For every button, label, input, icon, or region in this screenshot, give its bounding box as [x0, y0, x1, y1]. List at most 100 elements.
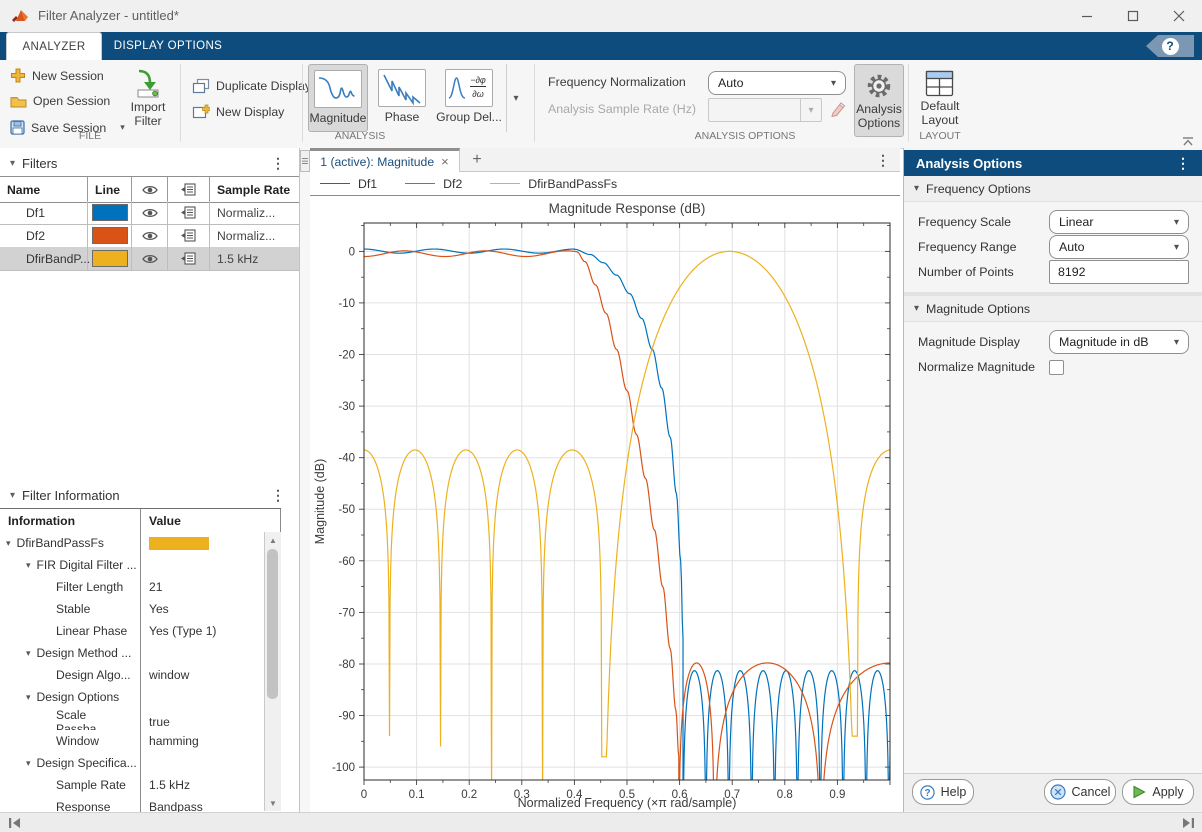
info-row-filterlength[interactable]: Filter Length21: [0, 576, 281, 599]
svg-text:∂ω: ∂ω: [472, 89, 483, 99]
line-color-swatch[interactable]: [92, 227, 128, 244]
help-button[interactable]: ? Help: [912, 779, 974, 805]
filter-row-dfirbandp[interactable]: DfirBandP...1.5 kHz: [0, 247, 299, 271]
analysis-options-button[interactable]: Analysis Options: [854, 64, 904, 137]
expand-triangle-icon[interactable]: ▾: [26, 758, 31, 769]
col-sample-rate: Sample Rate: [210, 177, 299, 202]
svg-text:0: 0: [349, 246, 355, 258]
tab-display-options[interactable]: DISPLAY OPTIONS: [100, 32, 236, 60]
info-row-dfirbandpassfs[interactable]: ▾DfirBandPassFs: [0, 532, 281, 555]
info-row-designspecifica[interactable]: ▾Design Specifica...: [0, 752, 281, 775]
panel-splitter[interactable]: [300, 148, 310, 812]
info-value: window: [141, 668, 189, 682]
help-badge[interactable]: ?: [1146, 35, 1194, 57]
import-filter-button[interactable]: Import Filter: [122, 66, 174, 128]
expand-triangle-icon[interactable]: ▾: [26, 560, 31, 571]
info-value: Yes (Type 1): [141, 624, 216, 638]
analysis-sample-rate-label: Analysis Sample Rate (Hz): [548, 102, 696, 116]
y-axis-label: Magnitude (dB): [313, 459, 327, 544]
frequency-normalization-dropdown[interactable]: Auto ▾: [708, 71, 846, 95]
line-color-swatch[interactable]: [92, 204, 128, 221]
filters-panel-menu-icon[interactable]: ⋮: [271, 155, 285, 172]
scroll-up-icon[interactable]: ▲: [265, 532, 281, 548]
expand-triangle-icon[interactable]: ▾: [26, 692, 31, 703]
splitter-handle-icon[interactable]: ☰: [300, 150, 310, 172]
frequency-range-dropdown[interactable]: Auto ▾: [1049, 235, 1189, 259]
collapse-triangle-icon[interactable]: ▾: [10, 158, 15, 169]
info-row-designmethod[interactable]: ▾Design Method ...: [0, 642, 281, 665]
group-label-layout: LAYOUT: [902, 130, 978, 142]
new-display-button[interactable]: New Display: [192, 104, 284, 120]
magnitude-gallery-button[interactable]: Magnitude: [308, 64, 368, 132]
eye-icon[interactable]: [142, 207, 158, 219]
display-tab-menu-icon[interactable]: ⋮: [876, 152, 890, 169]
analysis-gallery-dropdown[interactable]: ▾: [506, 64, 525, 132]
svg-text:-20: -20: [338, 350, 355, 362]
scroll-down-icon[interactable]: ▼: [265, 795, 281, 811]
analysis-options-header: Analysis Options ⋮: [904, 150, 1202, 176]
new-display-tab-button[interactable]: +: [466, 150, 488, 170]
info-table-scrollbar[interactable]: ▲ ▼: [264, 532, 281, 811]
cancel-button[interactable]: Cancel: [1044, 779, 1116, 805]
expand-triangle-icon[interactable]: ▾: [6, 538, 11, 549]
collapse-ribbon-icon[interactable]: [1182, 136, 1194, 146]
legend-item-df2[interactable]: Df2: [405, 177, 462, 191]
svg-text:-80: -80: [338, 659, 355, 671]
duplicate-display-button[interactable]: Duplicate Display: [192, 78, 311, 94]
legend-item-df1[interactable]: Df1: [320, 177, 377, 191]
filter-info-panel-menu-icon[interactable]: ⋮: [271, 487, 285, 504]
frequency-range-row: Frequency Range Auto ▾: [904, 235, 1202, 259]
filter-info-icon[interactable]: [181, 252, 196, 265]
filter-row-df2[interactable]: Df2Normaliz...: [0, 224, 299, 248]
chevron-down-icon: ▾: [1174, 242, 1179, 253]
svg-text:-90: -90: [338, 711, 355, 723]
info-row-scalepassba[interactable]: Scale Passba...true: [0, 708, 281, 731]
section-magnitude-options[interactable]: ▾ Magnitude Options: [904, 296, 1202, 322]
number-of-points-input[interactable]: 8192: [1049, 260, 1189, 284]
magnitude-response-plot[interactable]: 00.10.20.30.40.50.60.70.80.90-10-20-30-4…: [310, 196, 900, 812]
close-button[interactable]: [1156, 0, 1202, 32]
legend-item-dfirbandpassfs[interactable]: DfirBandPassFs: [490, 177, 617, 191]
frequency-scale-dropdown[interactable]: Linear ▾: [1049, 210, 1189, 234]
info-row-linearphase[interactable]: Linear Phase Yes (Type 1): [0, 620, 281, 643]
filter-info-icon[interactable]: [181, 206, 196, 219]
collapse-triangle-icon[interactable]: ▾: [10, 490, 15, 501]
tab-analyzer[interactable]: ANALYZER: [6, 32, 102, 61]
filter-info-icon[interactable]: [181, 229, 196, 242]
magnitude-display-dropdown[interactable]: Magnitude in dB ▾: [1049, 330, 1189, 354]
display-tab-active[interactable]: 1 (active): Magnitude ×: [310, 148, 460, 172]
minimize-button[interactable]: [1064, 0, 1110, 32]
info-row-stable[interactable]: StableYes: [0, 598, 281, 621]
info-row-designoptions[interactable]: ▾Design Options: [0, 686, 281, 709]
group-delay-gallery-button[interactable]: −∂φ ∂ω Group Del...: [436, 64, 502, 132]
line-color-swatch[interactable]: [92, 250, 128, 267]
open-session-button[interactable]: Open Session: [10, 94, 110, 108]
analysis-options-menu-icon[interactable]: ⋮: [1176, 155, 1190, 172]
close-tab-icon[interactable]: ×: [441, 154, 449, 169]
section-frequency-options[interactable]: ▾ Frequency Options: [904, 176, 1202, 202]
phase-gallery-button[interactable]: Phase: [372, 64, 432, 132]
normalize-magnitude-checkbox[interactable]: [1049, 360, 1064, 375]
eye-icon[interactable]: [142, 230, 158, 242]
maximize-button[interactable]: [1110, 0, 1156, 32]
info-row-samplerate[interactable]: Sample Rate1.5 kHz: [0, 774, 281, 797]
edit-pencil-icon[interactable]: [830, 100, 847, 118]
info-row-designalgo[interactable]: Design Algo...window: [0, 664, 281, 687]
eye-icon[interactable]: [142, 253, 158, 265]
legend-label: Df1: [358, 177, 377, 191]
filter-row-df1[interactable]: Df1Normaliz...: [0, 201, 299, 225]
info-row-window[interactable]: Windowhamming: [0, 730, 281, 753]
new-session-button[interactable]: New Session: [10, 68, 104, 84]
collapse-right-panel-icon[interactable]: [1182, 817, 1195, 829]
collapse-left-panel-icon[interactable]: [8, 817, 21, 829]
apply-button[interactable]: Apply: [1122, 779, 1194, 805]
info-label: Linear Phase: [56, 624, 127, 638]
analysis-options-title: Analysis Options: [916, 156, 1022, 171]
frequency-scale-row: Frequency Scale Linear ▾: [904, 210, 1202, 234]
info-row-firdigitalfilter[interactable]: ▾FIR Digital Filter ...: [0, 554, 281, 577]
scrollbar-thumb[interactable]: [267, 549, 278, 699]
expand-triangle-icon[interactable]: ▾: [26, 648, 31, 659]
svg-text:-50: -50: [338, 504, 355, 516]
default-layout-button[interactable]: Default Layout: [914, 64, 966, 135]
display-tabbar: 1 (active): Magnitude × + ⋮: [310, 148, 900, 172]
